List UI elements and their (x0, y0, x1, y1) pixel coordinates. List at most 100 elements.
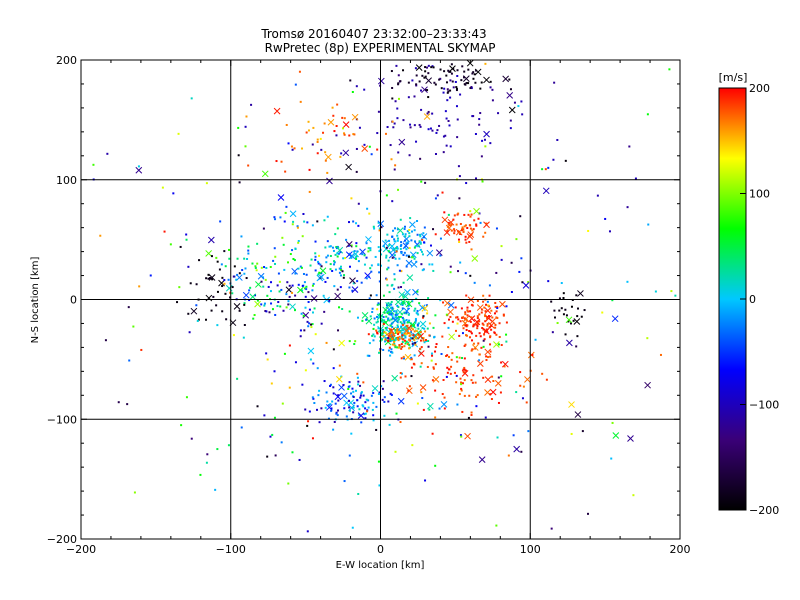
scatter-dot (291, 249, 294, 252)
scatter-dot (395, 313, 398, 316)
scatter-dot (402, 281, 405, 284)
scatter-dot (395, 64, 398, 67)
scatter-dot (387, 302, 390, 305)
scatter-dot (441, 393, 444, 396)
scatter-dot (421, 326, 424, 329)
scatter-dot (386, 284, 389, 287)
scatter-dot (301, 289, 304, 292)
scatter-dot (427, 64, 430, 67)
scatter-dot (236, 377, 239, 380)
scatter-dot (314, 252, 317, 255)
scatter-dot (482, 376, 485, 379)
scatter-dot (459, 261, 462, 264)
scatter-dot (342, 257, 345, 260)
scatter-dot (447, 222, 450, 225)
scatter-cross (473, 318, 481, 326)
scatter-dot (250, 103, 253, 106)
scatter-dot (452, 218, 455, 221)
scatter-dot (413, 338, 416, 341)
scatter-dot (326, 400, 329, 403)
scatter-dot (562, 297, 565, 300)
scatter-dot (412, 324, 415, 327)
scatter-dot (424, 339, 427, 342)
scatter-dot (453, 228, 456, 231)
scatter-dot (445, 375, 448, 378)
scatter-dot (260, 266, 263, 269)
scatter-dot (451, 80, 454, 83)
scatter-dot (357, 492, 360, 495)
scatter-dot (541, 168, 544, 171)
scatter-dot (376, 308, 379, 311)
scatter-dot (454, 306, 457, 309)
scatter-dot (365, 318, 368, 321)
scatter-dot (382, 335, 385, 338)
scatter-dot (482, 235, 485, 238)
scatter-dot (265, 352, 268, 355)
scatter-dot (411, 256, 414, 259)
scatter-dot (356, 250, 359, 253)
scatter-dot (439, 254, 442, 257)
scatter-dot (489, 350, 492, 353)
scatter-dot (457, 270, 460, 273)
scatter-dot (323, 310, 326, 313)
scatter-dot (318, 421, 321, 424)
scatter-cross (349, 277, 356, 284)
scatter-dot (410, 239, 413, 242)
scatter-dot (479, 87, 482, 90)
scatter-dot (553, 81, 556, 84)
scatter-dot (343, 480, 346, 483)
scatter-dot (497, 343, 500, 346)
scatter-dot (450, 365, 453, 368)
scatter-dot (311, 289, 314, 292)
scatter-dot (311, 143, 314, 146)
scatter-dot (473, 281, 476, 284)
scatter-dot (439, 77, 442, 80)
scatter-dot (304, 408, 307, 411)
scatter-dot (337, 252, 340, 255)
scatter-dot (343, 407, 346, 410)
scatter-dot (206, 453, 209, 456)
scatter-dot (390, 300, 393, 303)
scatter-dot (341, 307, 344, 310)
scatter-dot (311, 224, 314, 227)
scatter-dot (265, 267, 268, 270)
scatter-dot (283, 268, 286, 271)
scatter-dot (397, 82, 400, 85)
scatter-cross (319, 267, 327, 275)
scatter-dot (351, 90, 354, 93)
scatter-dot (450, 358, 453, 361)
scatter-dot (223, 282, 226, 285)
scatter-dot (465, 294, 468, 297)
scatter-dot (310, 323, 313, 326)
scatter-dot (294, 309, 297, 312)
scatter-dot (337, 409, 340, 412)
scatter-dot (292, 220, 295, 223)
scatter-dot (221, 276, 224, 279)
scatter-dot (138, 285, 141, 288)
scatter-dot (351, 289, 354, 292)
scatter-dot (400, 343, 403, 346)
scatter-dot (460, 79, 463, 82)
scatter-dot (367, 406, 370, 409)
scatter-dot (334, 402, 337, 405)
scatter-cross (447, 308, 454, 316)
scatter-dot (399, 421, 402, 424)
scatter-dot (556, 322, 559, 325)
scatter-dot (343, 117, 346, 120)
scatter-dot (473, 73, 476, 76)
scatter-dot (422, 268, 425, 271)
scatter-dot (420, 180, 423, 183)
scatter-cross (415, 64, 423, 71)
scatter-dot (467, 68, 470, 71)
scatter-dot (266, 358, 269, 361)
scatter-dot (288, 386, 291, 389)
scatter-dot (297, 267, 300, 270)
scatter-dot (432, 228, 435, 231)
scatter-dot (550, 527, 553, 530)
scatter-dot (373, 335, 376, 338)
scatter-dot (446, 354, 449, 357)
scatter-dot (475, 69, 478, 72)
scatter-dot (417, 313, 420, 316)
scatter-dot (242, 336, 245, 339)
